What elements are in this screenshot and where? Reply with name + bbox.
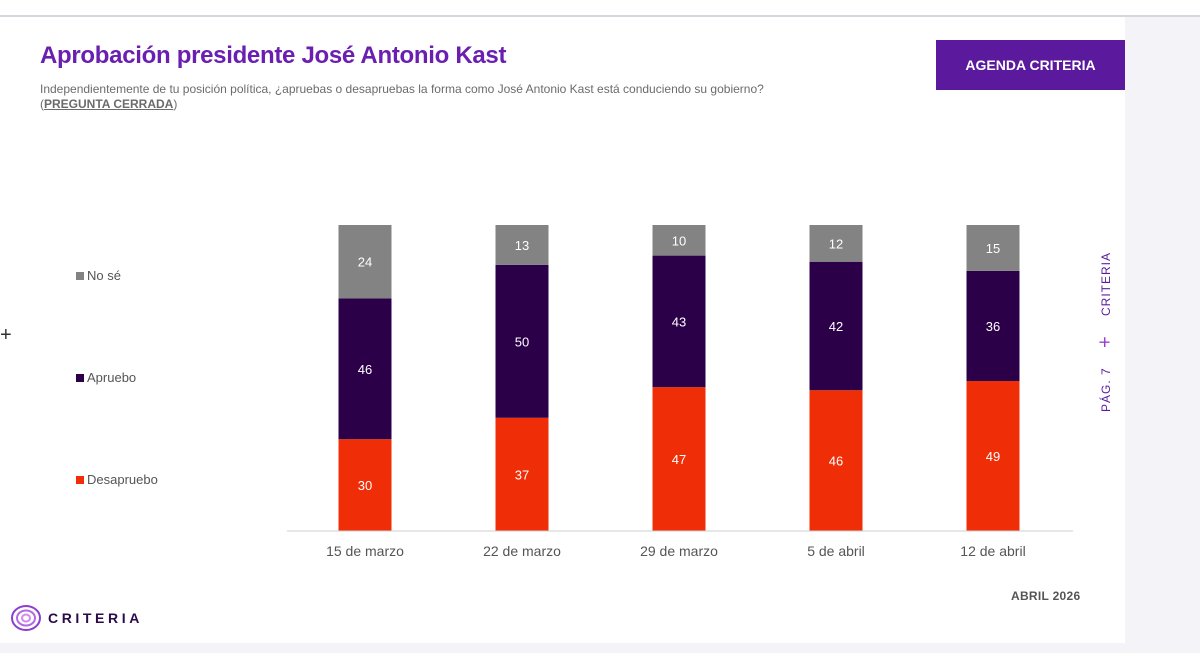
- data-label-no-s--1: 24: [358, 255, 372, 270]
- bar-desapruebo-4: [809, 390, 863, 531]
- legend-apruebo: Apruebo: [76, 370, 136, 385]
- bar-no-s--5: [966, 225, 1020, 271]
- subtitle-end: ): [173, 97, 178, 111]
- legend-no-se: No sé: [76, 268, 121, 283]
- side-brand-strip: PÁG. 7 + CRITERIA: [1094, 252, 1117, 412]
- legend-swatch-desapruebo: [76, 475, 84, 484]
- criteria-logo-text: CRITERIA: [48, 610, 143, 626]
- data-label-desapruebo-4: 46: [829, 454, 843, 469]
- criteria-logo: CRITERIA: [10, 603, 143, 633]
- criteria-logo-icon: [11, 605, 41, 631]
- legend-swatch-no-se: [76, 271, 84, 280]
- bar-no-s--4: [809, 225, 863, 262]
- bar-desapruebo-2: [495, 417, 549, 531]
- legend-label-apruebo: Apruebo: [87, 370, 137, 385]
- legend-desapruebo: Desapruebo: [76, 472, 158, 487]
- bar-apruebo-4: [809, 261, 863, 391]
- data-label-no-s--2: 13: [515, 238, 529, 253]
- data-label-desapruebo-1: 30: [358, 478, 372, 493]
- subtitle-text: Independientemente de tu posición políti…: [40, 82, 764, 111]
- right-strip: [1125, 17, 1200, 653]
- data-label-apruebo-2: 50: [515, 334, 529, 349]
- x-tick-label-4: 5 de abril: [807, 543, 865, 559]
- plus-icon: +: [0, 324, 12, 346]
- data-label-apruebo-3: 43: [672, 314, 686, 329]
- bar-apruebo-2: [495, 264, 549, 418]
- data-label-apruebo-5: 36: [986, 319, 1000, 334]
- bar-desapruebo-3: [652, 387, 706, 531]
- slide-canvas: [0, 17, 1125, 643]
- bar-no-s--1: [338, 225, 392, 299]
- footer-date: ABRIL 2026: [1011, 589, 1081, 603]
- x-tick-label-5: 12 de abril: [960, 543, 1025, 559]
- data-label-desapruebo-5: 49: [986, 449, 1000, 464]
- bar-apruebo-5: [966, 270, 1020, 382]
- question-subtitle: Independientemente de tu posición políti…: [40, 82, 800, 112]
- side-brand-label: CRITERIA: [1099, 252, 1113, 317]
- data-label-desapruebo-2: 37: [515, 467, 529, 482]
- x-tick-label-1: 15 de marzo: [326, 543, 404, 559]
- bar-apruebo-1: [338, 298, 392, 440]
- data-label-no-s--4: 12: [829, 236, 843, 251]
- closed-question-tag: PREGUNTA CERRADA: [44, 97, 174, 111]
- legend-label-no-se: No sé: [87, 268, 121, 283]
- x-tick-label-3: 29 de marzo: [640, 543, 718, 559]
- legend-swatch-apruebo: [76, 373, 84, 382]
- bar-desapruebo-1: [338, 439, 392, 531]
- bar-no-s--2: [495, 225, 549, 265]
- data-label-desapruebo-3: 47: [672, 452, 686, 467]
- data-label-no-s--3: 10: [672, 233, 686, 248]
- side-page-number: PÁG. 7: [1099, 367, 1113, 412]
- bars-group: 30 46 24 37 50 13 47 43 10 46 42 12 49 36 15: [338, 225, 1020, 531]
- data-label-apruebo-1: 46: [358, 362, 372, 377]
- category-labels: 15 de marzo 22 de marzo 29 de marzo 5 de ab…: [326, 543, 1026, 559]
- legend-label-desapruebo: Desapruebo: [87, 472, 158, 487]
- bar-apruebo-3: [652, 255, 706, 388]
- data-label-apruebo-4: 42: [829, 319, 843, 334]
- page-title: Aprobación presidente José Antonio Kast: [40, 42, 507, 69]
- data-label-no-s--5: 15: [986, 241, 1000, 256]
- bar-desapruebo-5: [966, 381, 1020, 531]
- side-plus-icon: +: [1094, 335, 1117, 349]
- top-border: [0, 0, 1200, 17]
- agenda-criteria-button[interactable]: AGENDA CRITERIA: [936, 40, 1125, 90]
- x-tick-label-2: 22 de marzo: [483, 543, 561, 559]
- bar-no-s--3: [652, 225, 706, 256]
